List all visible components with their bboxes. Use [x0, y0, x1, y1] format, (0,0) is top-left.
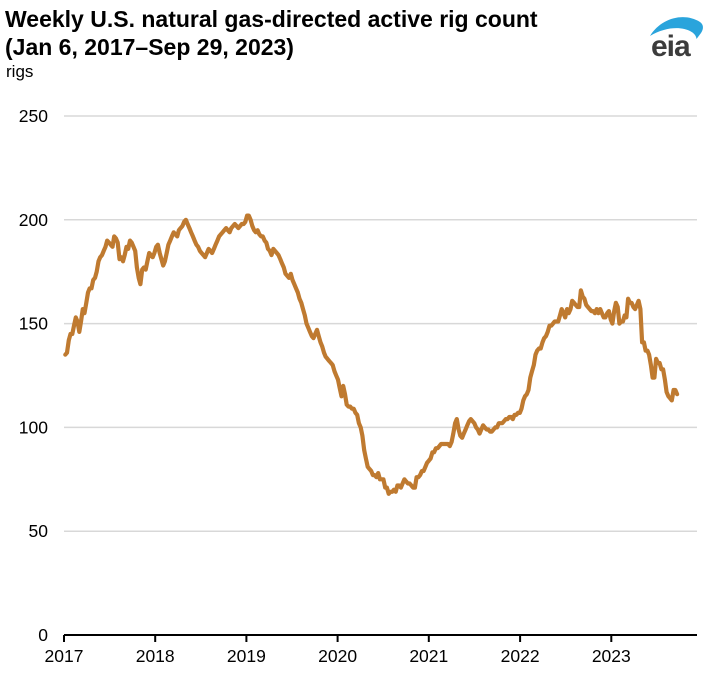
eia-swoosh-icon: [650, 17, 703, 39]
x-tick-label-2019: 2019: [227, 646, 266, 666]
x-tick-label-2018: 2018: [136, 646, 175, 666]
series-line-0: [63, 213, 680, 496]
x-tick-label-2021: 2021: [409, 646, 448, 666]
x-tick-label-2017: 2017: [45, 646, 84, 666]
y-tick-label-250: 250: [19, 106, 48, 126]
y-tick-label-100: 100: [19, 417, 48, 437]
page-title-line1: Weekly U.S. natural gas-directed active …: [5, 6, 538, 32]
page-title: Weekly U.S. natural gas-directed active …: [5, 5, 538, 61]
eia-logo-text: eia: [651, 30, 691, 60]
eia-logo: eia: [647, 12, 705, 63]
y-tick-label-150: 150: [19, 314, 48, 334]
x-tick-label-2022: 2022: [501, 646, 540, 666]
y-axis-unit-label: rigs: [6, 62, 34, 81]
x-tick-label-2020: 2020: [318, 646, 357, 666]
eia-logo-graphic: eia: [650, 17, 703, 63]
y-tick-label-200: 200: [19, 210, 48, 230]
y-tick-label-50: 50: [29, 521, 49, 541]
x-tick-label-2023: 2023: [592, 646, 631, 666]
y-tick-label-0: 0: [38, 625, 48, 645]
page-title-line2: (Jan 6, 2017–Sep 29, 2023): [5, 34, 294, 60]
